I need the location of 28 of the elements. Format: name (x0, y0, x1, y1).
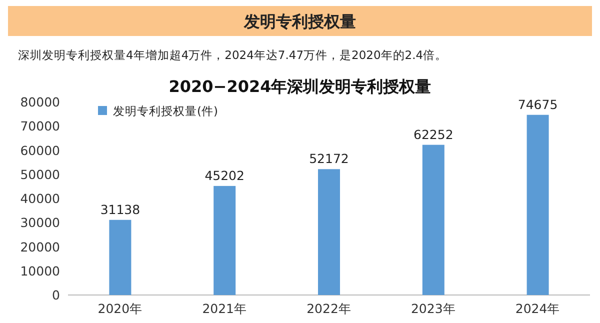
data-label: 31138 (100, 202, 140, 217)
bar (214, 186, 236, 295)
x-tick-label: 2020年 (98, 301, 143, 316)
data-label: 52172 (309, 151, 349, 166)
chart-title: 发明专利授权量 (243, 12, 356, 31)
x-tick-label: 2021年 (202, 301, 248, 316)
data-label: 62252 (414, 126, 454, 142)
y-tick-label: 30000 (20, 215, 60, 230)
y-tick-label: 20000 (20, 239, 60, 254)
y-tick-label: 50000 (20, 166, 60, 182)
bar (109, 220, 132, 295)
y-tick-label: 80000 (20, 94, 60, 110)
x-tick-label: 2024年 (515, 301, 560, 316)
bar (526, 114, 549, 295)
bar (422, 144, 444, 295)
data-label: 74675 (518, 96, 558, 112)
x-tick-label: 2023年 (410, 301, 456, 316)
bar (318, 169, 340, 295)
y-tick-label: 60000 (20, 142, 60, 158)
text: 2020−2024年深圳发明专利授权量 (168, 77, 432, 96)
data-label: 45202 (204, 168, 244, 183)
legend-label: 发明专利授权量(件) (113, 104, 218, 118)
y-tick-label: 70000 (20, 118, 60, 134)
y-tick-label: 0 (52, 288, 60, 302)
y-tick-label: 40000 (20, 191, 60, 206)
y-tick-label: 10000 (20, 263, 60, 278)
chart-subtitle: 深圳发明专利授权量4年增加超4万件，2024年达7.47万件，是2020年的2.4倍。 (18, 48, 448, 62)
x-tick-label: 2022年 (306, 301, 352, 316)
